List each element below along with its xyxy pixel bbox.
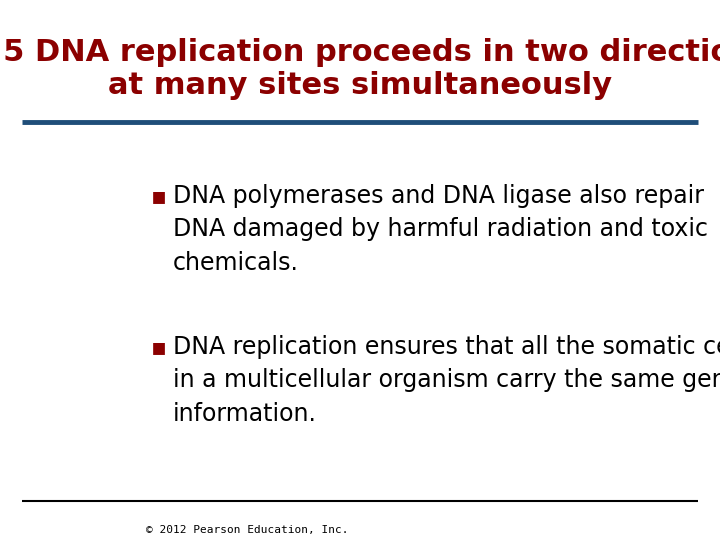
Text: © 2012 Pearson Education, Inc.: © 2012 Pearson Education, Inc. [145,524,348,535]
Text: DNA polymerases and DNA ligase also repair
DNA damaged by harmful radiation and : DNA polymerases and DNA ligase also repa… [173,184,708,275]
Text: 10.5 DNA replication proceeds in two directions
at many sites simultaneously: 10.5 DNA replication proceeds in two dir… [0,38,720,100]
Text: ▪: ▪ [150,335,166,359]
Text: DNA replication ensures that all the somatic cells
in a multicellular organism c: DNA replication ensures that all the som… [173,335,720,426]
Text: ▪: ▪ [150,184,166,207]
